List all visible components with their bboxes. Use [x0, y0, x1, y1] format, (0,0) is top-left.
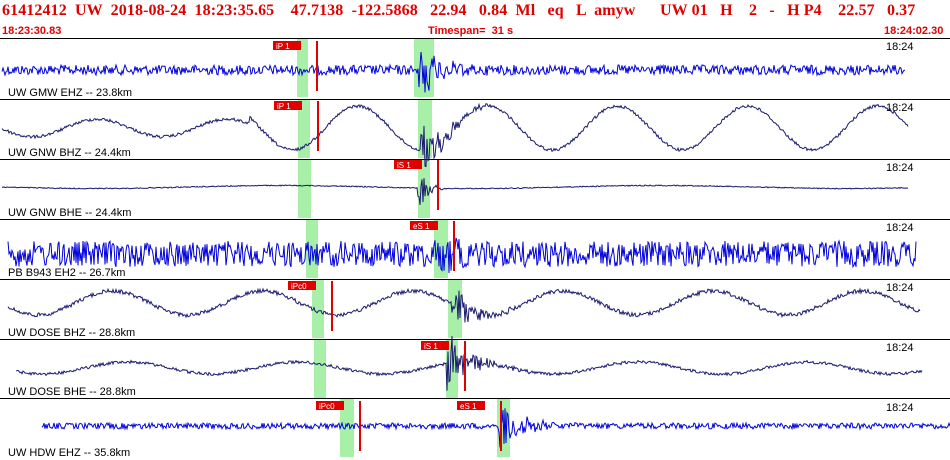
- pick-label: iP 1: [276, 42, 290, 51]
- panel-divider: [0, 279, 950, 280]
- panel-divider: [0, 99, 950, 100]
- waveform-trace: [1, 102, 909, 168]
- timespan-label: Timespan= 31 s: [428, 25, 514, 37]
- waveform-panel-hdw-ehz[interactable]: 18:24 UW HDW EHZ -- 35.8km: [0, 399, 950, 460]
- waveform-panel-gnw-bhe[interactable]: 18:24 UW GNW BHE -- 24.4km: [0, 160, 950, 219]
- panel-clock: 18:24: [886, 41, 914, 53]
- station-label: UW DOSE BHE -- 28.8km: [8, 386, 136, 398]
- panel-divider: [0, 219, 950, 220]
- pick-window-band: [297, 39, 308, 97]
- pick-flag[interactable]: [288, 281, 316, 290]
- waveform-trace: [15, 336, 923, 391]
- station-label: UW DOSE BHZ -- 28.8km: [8, 327, 136, 339]
- pick-window-band: [312, 280, 324, 338]
- pick-window-band: [298, 160, 311, 218]
- pick-label: iS 1: [397, 161, 411, 170]
- waveform-panel-dose-bhz[interactable]: 18:24 UW DOSE BHZ -- 28.8km: [0, 280, 950, 339]
- panel-divider: [0, 398, 950, 399]
- pick-flag[interactable]: [421, 341, 449, 350]
- waveform-trace: [41, 408, 950, 448]
- panel-divider: [0, 339, 950, 340]
- waveform-trace: [7, 287, 921, 323]
- panel-clock: 18:24: [886, 282, 914, 294]
- pick-label: iS 1: [424, 342, 438, 351]
- station-label: UW GMW EHZ -- 23.8km: [8, 87, 133, 99]
- panel-clock: 18:24: [886, 222, 914, 234]
- pick-window-band: [314, 340, 326, 398]
- panel-clock: 18:24: [886, 342, 914, 354]
- pick-label: iPc0: [291, 282, 307, 291]
- pick-flag[interactable]: [273, 41, 301, 50]
- waveform-panel-gmw-ehz[interactable]: 18:24 UW GMW EHZ -- 23.8km: [0, 39, 950, 99]
- pick-label: iPc0: [319, 402, 335, 411]
- station-label: UW HDW EHZ -- 35.8km: [8, 447, 131, 459]
- pick-window-band: [418, 100, 432, 158]
- pick-label: eS 1: [460, 402, 477, 411]
- header-divider: [0, 38, 950, 39]
- start-time-label: 18:23:30.83: [2, 25, 62, 37]
- waveform-trace: [1, 178, 909, 206]
- waveform-panel-b943-eh2[interactable]: 18:24 PB B943 EH2 -- 26.7km: [0, 220, 950, 279]
- pick-flag[interactable]: [410, 221, 438, 230]
- waveform-trace: [1, 51, 906, 93]
- event-header: 61412412 UW 2018-08-24 18:23:35.65 47.71…: [0, 0, 950, 40]
- station-label: PB B943 EH2 -- 26.7km: [8, 267, 126, 279]
- panel-clock: 18:24: [886, 402, 914, 414]
- pick-window-band: [340, 399, 354, 457]
- waveform-panel-dose-bhe[interactable]: 18:24 UW DOSE BHE -- 28.8km: [0, 340, 950, 398]
- pick-label: iP 1: [277, 102, 291, 111]
- pick-flag[interactable]: [457, 401, 485, 410]
- pick-flag[interactable]: [316, 401, 344, 410]
- station-label: UW GNW BHE -- 24.4km: [8, 207, 132, 219]
- waveform-trace: [7, 237, 917, 274]
- panel-clock: 18:24: [886, 162, 914, 174]
- pick-flag[interactable]: [274, 101, 302, 110]
- panel-divider: [0, 159, 950, 160]
- event-summary-title: 61412412 UW 2018-08-24 18:23:35.65 47.71…: [2, 2, 916, 19]
- panel-clock: 18:24: [886, 102, 914, 114]
- waveform-panel-gnw-bhz[interactable]: 18:24 UW GNW BHZ -- 24.4km: [0, 100, 950, 159]
- end-time-label: 18:24:02.30: [884, 25, 944, 37]
- station-label: UW GNW BHZ -- 24.4km: [8, 147, 131, 159]
- pick-window-band: [298, 100, 310, 158]
- pick-label: eS 1: [413, 222, 430, 231]
- pick-flag[interactable]: [394, 160, 422, 169]
